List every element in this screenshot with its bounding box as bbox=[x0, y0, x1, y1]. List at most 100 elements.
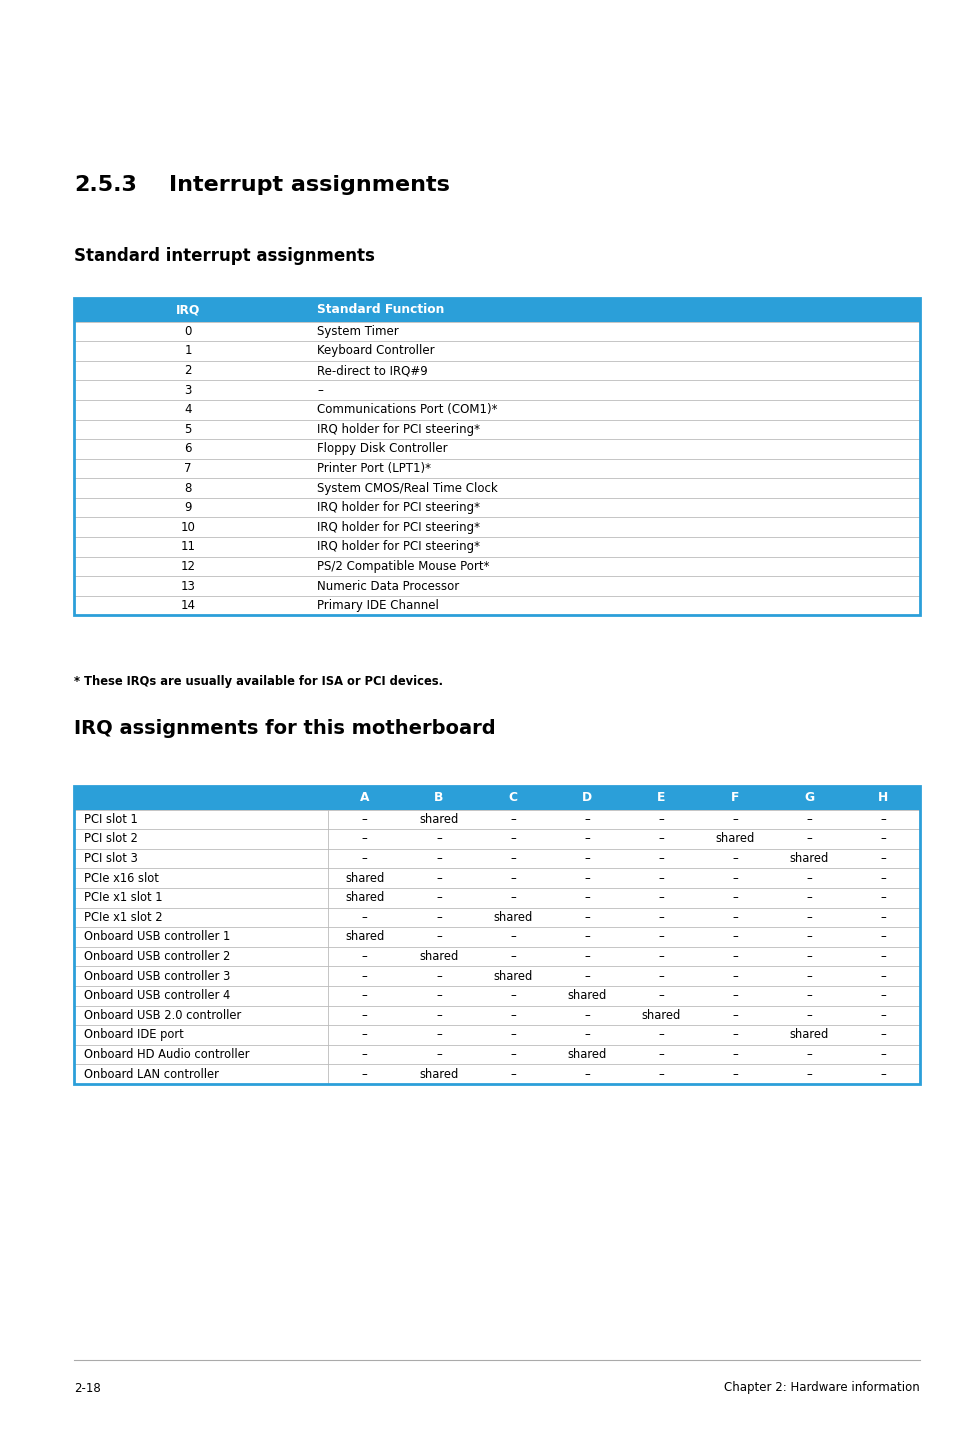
Text: –: – bbox=[880, 910, 885, 923]
Text: –: – bbox=[510, 892, 516, 905]
Bar bbox=[74, 298, 919, 615]
Text: –: – bbox=[436, 930, 441, 943]
Text: 3: 3 bbox=[184, 384, 192, 397]
Text: Onboard USB controller 1: Onboard USB controller 1 bbox=[84, 930, 230, 943]
Text: System Timer: System Timer bbox=[317, 325, 398, 338]
Text: –: – bbox=[880, 892, 885, 905]
Text: –: – bbox=[805, 1009, 811, 1022]
Text: –: – bbox=[583, 812, 589, 825]
Text: PS/2 Compatible Mouse Port*: PS/2 Compatible Mouse Port* bbox=[317, 559, 490, 572]
Text: –: – bbox=[361, 1067, 367, 1080]
Text: 10: 10 bbox=[180, 521, 195, 533]
Text: 5: 5 bbox=[184, 423, 192, 436]
Text: 11: 11 bbox=[180, 541, 195, 554]
Text: Standard interrupt assignments: Standard interrupt assignments bbox=[74, 247, 375, 265]
Text: IRQ assignments for this motherboard: IRQ assignments for this motherboard bbox=[74, 719, 496, 738]
Bar bbox=[74, 298, 919, 322]
Text: IRQ holder for PCI steering*: IRQ holder for PCI steering* bbox=[317, 423, 480, 436]
Text: Onboard USB 2.0 controller: Onboard USB 2.0 controller bbox=[84, 1009, 241, 1022]
Text: shared: shared bbox=[345, 930, 384, 943]
Text: –: – bbox=[361, 851, 367, 866]
Text: Floppy Disk Controller: Floppy Disk Controller bbox=[317, 443, 448, 456]
Text: shared: shared bbox=[418, 951, 458, 963]
Text: Primary IDE Channel: Primary IDE Channel bbox=[317, 600, 438, 613]
Text: B: B bbox=[434, 791, 443, 804]
Text: –: – bbox=[805, 989, 811, 1002]
Text: –: – bbox=[880, 812, 885, 825]
Text: –: – bbox=[510, 1067, 516, 1080]
Text: –: – bbox=[731, 1048, 737, 1061]
Text: shared: shared bbox=[567, 1048, 606, 1061]
Text: –: – bbox=[510, 1028, 516, 1041]
Text: Onboard USB controller 3: Onboard USB controller 3 bbox=[84, 969, 230, 982]
Text: 4: 4 bbox=[184, 403, 192, 416]
Text: shared: shared bbox=[345, 892, 384, 905]
Text: IRQ holder for PCI steering*: IRQ holder for PCI steering* bbox=[317, 521, 480, 533]
Text: –: – bbox=[658, 1067, 663, 1080]
Text: –: – bbox=[510, 833, 516, 846]
Text: F: F bbox=[730, 791, 739, 804]
Text: –: – bbox=[583, 1009, 589, 1022]
Text: –: – bbox=[658, 951, 663, 963]
Text: –: – bbox=[436, 871, 441, 884]
Text: –: – bbox=[510, 1009, 516, 1022]
Text: 2: 2 bbox=[184, 364, 192, 377]
Text: –: – bbox=[805, 951, 811, 963]
Text: –: – bbox=[510, 989, 516, 1002]
Text: –: – bbox=[731, 892, 737, 905]
Text: IRQ holder for PCI steering*: IRQ holder for PCI steering* bbox=[317, 541, 480, 554]
Text: –: – bbox=[361, 1028, 367, 1041]
Text: –: – bbox=[658, 812, 663, 825]
Text: –: – bbox=[583, 969, 589, 982]
Text: –: – bbox=[583, 871, 589, 884]
Text: –: – bbox=[658, 851, 663, 866]
Text: shared: shared bbox=[715, 833, 754, 846]
Text: –: – bbox=[436, 1028, 441, 1041]
Text: –: – bbox=[805, 833, 811, 846]
Text: PCI slot 3: PCI slot 3 bbox=[84, 851, 138, 866]
Text: –: – bbox=[880, 851, 885, 866]
Text: –: – bbox=[510, 812, 516, 825]
Text: –: – bbox=[731, 1009, 737, 1022]
Text: PCIe x1 slot 2: PCIe x1 slot 2 bbox=[84, 910, 162, 923]
Text: –: – bbox=[436, 1048, 441, 1061]
Text: –: – bbox=[658, 892, 663, 905]
Text: shared: shared bbox=[788, 1028, 828, 1041]
Text: –: – bbox=[731, 951, 737, 963]
Text: –: – bbox=[583, 1028, 589, 1041]
Text: –: – bbox=[361, 1009, 367, 1022]
Text: –: – bbox=[583, 930, 589, 943]
Text: –: – bbox=[658, 1028, 663, 1041]
Text: –: – bbox=[880, 833, 885, 846]
Text: –: – bbox=[436, 969, 441, 982]
Text: 2.5.3: 2.5.3 bbox=[74, 175, 136, 196]
Text: –: – bbox=[361, 969, 367, 982]
Text: –: – bbox=[731, 1067, 737, 1080]
Text: –: – bbox=[510, 930, 516, 943]
Text: 0: 0 bbox=[184, 325, 192, 338]
Text: * These IRQs are usually available for ISA or PCI devices.: * These IRQs are usually available for I… bbox=[74, 674, 442, 687]
Text: –: – bbox=[805, 871, 811, 884]
Text: shared: shared bbox=[493, 969, 532, 982]
Text: 1: 1 bbox=[184, 344, 192, 358]
Text: –: – bbox=[583, 951, 589, 963]
Text: –: – bbox=[361, 812, 367, 825]
Text: shared: shared bbox=[567, 989, 606, 1002]
Text: –: – bbox=[583, 851, 589, 866]
Text: –: – bbox=[658, 833, 663, 846]
Text: –: – bbox=[731, 871, 737, 884]
Text: Interrupt assignments: Interrupt assignments bbox=[169, 175, 450, 196]
Text: Numeric Data Processor: Numeric Data Processor bbox=[317, 580, 459, 592]
Text: Chapter 2: Hardware information: Chapter 2: Hardware information bbox=[723, 1382, 919, 1395]
Text: 12: 12 bbox=[180, 559, 195, 572]
Text: –: – bbox=[583, 833, 589, 846]
Text: PCIe x1 slot 1: PCIe x1 slot 1 bbox=[84, 892, 162, 905]
Text: Communications Port (COM1)*: Communications Port (COM1)* bbox=[317, 403, 497, 416]
Text: –: – bbox=[880, 969, 885, 982]
Text: –: – bbox=[731, 989, 737, 1002]
Text: –: – bbox=[805, 892, 811, 905]
Text: PCI slot 1: PCI slot 1 bbox=[84, 812, 137, 825]
Text: PCI slot 2: PCI slot 2 bbox=[84, 833, 138, 846]
Text: –: – bbox=[436, 892, 441, 905]
Text: Re-direct to IRQ#9: Re-direct to IRQ#9 bbox=[317, 364, 428, 377]
